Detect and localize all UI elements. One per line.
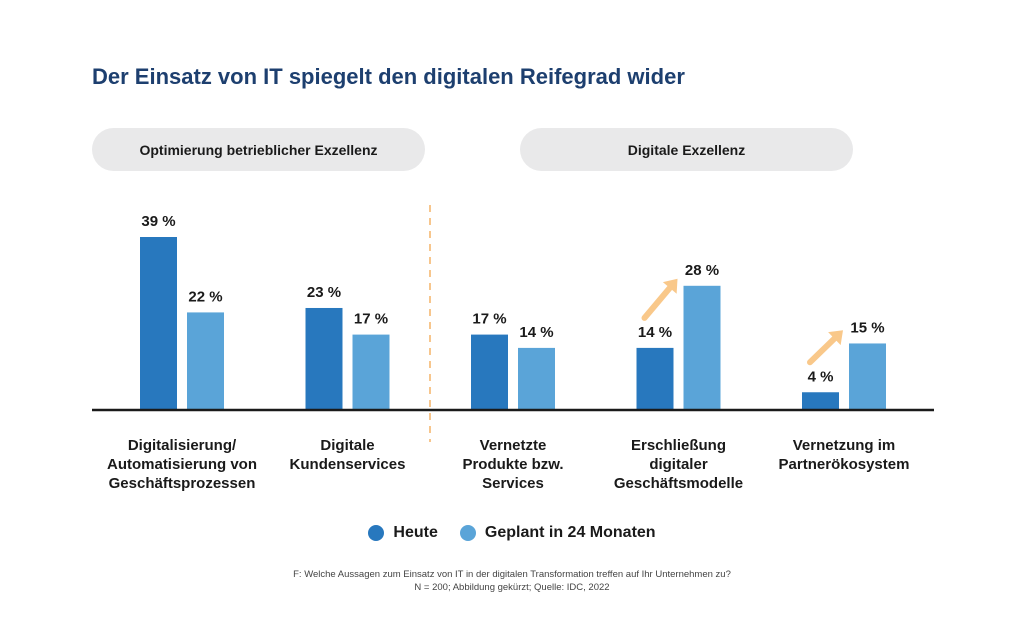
chart-title: Der Einsatz von IT spiegelt den digitale… [92, 64, 685, 89]
data-label: 4 % [808, 368, 834, 385]
data-label: 23 % [307, 284, 341, 301]
bar-heute [802, 392, 839, 410]
data-label: 14 % [638, 324, 672, 341]
footnote-source: N = 200; Abbildung gekürzt; Quelle: IDC,… [414, 582, 610, 593]
bar-geplant [683, 285, 721, 410]
bar-heute [305, 307, 343, 410]
bar-geplant [849, 343, 886, 410]
legend-label-heute: Heute [393, 524, 438, 541]
bar-geplant [352, 334, 390, 410]
bar-geplant [187, 312, 224, 410]
group-label-digital-excellence: Digitale Exzellenz [520, 128, 853, 171]
data-label: 17 % [354, 311, 388, 328]
growth-arrow-icon [641, 278, 678, 321]
data-label: 22 % [188, 288, 222, 305]
legend-item-heute: Heute [368, 524, 438, 542]
bar-heute [636, 347, 674, 410]
bar-heute [140, 237, 177, 410]
legend-swatch-heute [368, 525, 385, 541]
bar-geplant [518, 347, 555, 410]
category-label: Erschließung digitaler Geschäftsmodelle [614, 437, 743, 492]
category-label: Digitalisierung/Automatisierung von Gesch… [107, 437, 257, 492]
bar-heute [471, 334, 508, 410]
category-label: Vernetzung im Partnerökosystem [779, 437, 910, 473]
group-label-operational-excellence: Optimierung betrieblicher Exzellenz [92, 128, 425, 171]
data-label: 39 % [141, 213, 175, 230]
footnote-question: F: Welche Aussagen zum Einsatz von IT in… [293, 569, 731, 580]
legend-item-geplant: Geplant in 24 Monaten [459, 524, 656, 542]
category-label: Vernetzte Produkte bzw. Services [462, 437, 563, 492]
legend-label-geplant: Geplant in 24 Monaten [484, 524, 656, 541]
data-label: 14 % [519, 324, 553, 341]
data-label: 17 % [472, 311, 506, 328]
legend-swatch-geplant [459, 525, 476, 541]
legend: Heute Geplant in 24 Monaten [0, 524, 1024, 542]
growth-arrow-icon [807, 330, 843, 366]
data-label: 28 % [685, 262, 719, 279]
category-label: Digitale Kundenservices [290, 437, 406, 473]
data-label: 15 % [850, 319, 884, 336]
